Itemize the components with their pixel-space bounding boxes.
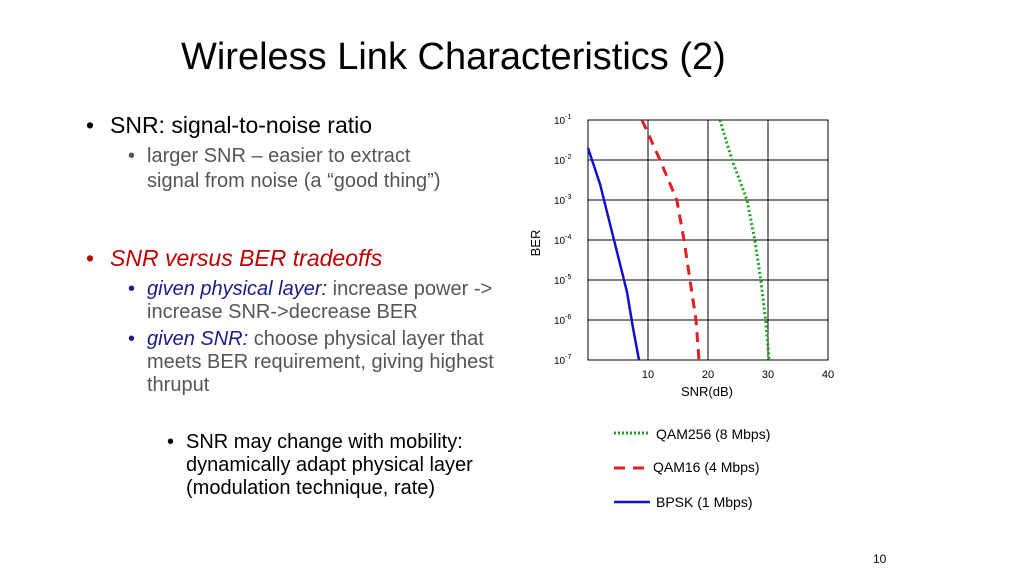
page-number: 10	[873, 552, 887, 566]
bullet-glyph: •	[128, 145, 136, 167]
mobility-line: (modulation technique, rate)	[186, 477, 436, 499]
sub-bullet-emphasis: given SNR:	[147, 328, 249, 350]
y-tick-label: 10-6	[554, 314, 571, 327]
bullet-glyph: •	[128, 278, 136, 300]
series-line-dashed	[640, 119, 701, 361]
y-tick-label: 10-2	[554, 154, 571, 167]
solid-line-swatch	[614, 500, 650, 504]
legend-label: BPSK (1 Mbps)	[656, 494, 753, 510]
bullet-glyph: •	[128, 328, 136, 350]
x-tick-label: 10	[642, 369, 654, 381]
sub-bullet-line: signal from noise (a “good thing”)	[147, 170, 441, 192]
sub-bullet-line: thruput	[147, 374, 210, 396]
legend-label: QAM256 (8 Mbps)	[656, 426, 771, 442]
y-axis-label: BER	[528, 230, 543, 257]
legend-item-bpsk: BPSK (1 Mbps)	[610, 494, 860, 514]
sub-bullet-line: given physical layer: increase power ->	[147, 278, 492, 301]
ber-vs-snr-chart: 10-1 10-2 10-3 10-4 10-5 10-6 10-7 10 20 30 40 BER…	[528, 114, 834, 399]
series-line-dotted	[718, 119, 771, 361]
legend-label: QAM16 (4 Mbps)	[653, 459, 760, 475]
sub-bullet-text: increase power ->	[327, 278, 493, 300]
x-tick-label: 40	[822, 369, 834, 381]
sub-bullet-text: choose physical layer that	[248, 328, 484, 350]
bullet-snr-ber-tradeoffs: SNR versus BER tradeoffs	[110, 245, 383, 271]
chart-grid	[587, 119, 829, 361]
mobility-line: dynamically adapt physical layer	[186, 454, 473, 476]
bullet-glyph: •	[86, 245, 95, 271]
slide-title: Wireless Link Characteristics (2)	[181, 36, 726, 78]
bullet-glyph: •	[86, 112, 95, 138]
bullet-snr-definition: SNR: signal-to-noise ratio	[110, 112, 373, 138]
y-tick-label: 10-7	[554, 354, 571, 367]
mobility-line: SNR may change with mobility:	[186, 431, 463, 453]
x-tick-label: 20	[702, 369, 714, 381]
y-tick-label: 10-3	[554, 194, 571, 207]
legend-item-qam16: QAM16 (4 Mbps)	[610, 459, 860, 479]
x-axis-label: SNR(dB)	[681, 384, 733, 399]
y-tick-label: 10-4	[554, 234, 571, 247]
bullet-list: • SNR: signal-to-noise ratio • larger SN…	[86, 112, 494, 499]
sub-bullet-line: increase SNR->decrease BER	[147, 301, 418, 323]
y-tick-label: 10-1	[554, 114, 571, 127]
sub-bullet-line: given SNR: choose physical layer that	[147, 328, 484, 351]
dashed-line-swatch	[614, 466, 652, 470]
sub-bullet-emphasis: given physical layer:	[147, 278, 328, 300]
chart-legend: QAM256 (8 Mbps) QAM16 (4 Mbps) BPSK (1 M…	[610, 420, 860, 520]
dotted-line-swatch	[614, 431, 648, 435]
x-tick-label: 30	[762, 369, 774, 381]
sub-bullet-line: meets BER requirement, giving highest	[147, 351, 494, 373]
chart-ticks: 10-1 10-2 10-3 10-4 10-5 10-6 10-7 10 20 30 40	[554, 114, 834, 381]
chart-series	[586, 119, 771, 361]
legend-item-qam256: QAM256 (8 Mbps)	[610, 426, 860, 446]
y-tick-label: 10-5	[554, 274, 571, 287]
sub-bullet-line: larger SNR – easier to extract	[147, 145, 411, 167]
bullet-glyph: •	[167, 431, 175, 453]
series-line-solid	[586, 147, 641, 361]
